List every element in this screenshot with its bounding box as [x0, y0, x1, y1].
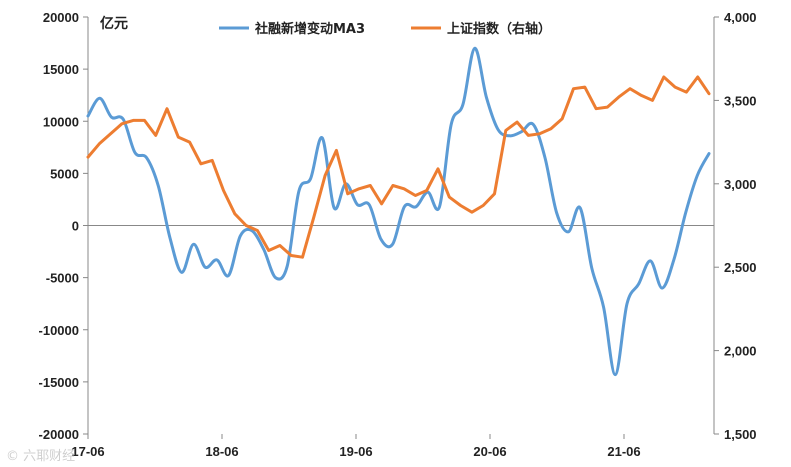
legend-label-orange: 上证指数（右轴）: [447, 21, 551, 37]
right-tick-label: 2,000: [724, 344, 757, 359]
left-tick-label: -15000: [39, 375, 79, 390]
legend: 社融新增变动MA3 上证指数（右轴）: [219, 21, 551, 37]
x-tick-label: 18-06: [205, 444, 238, 459]
x-tick-label: 19-06: [339, 444, 372, 459]
legend-label-blue: 社融新增变动MA3: [254, 21, 365, 37]
right-tick-label: 1,500: [724, 427, 757, 442]
left-tick-label: 20000: [43, 10, 79, 25]
watermark: © 六耶财经: [6, 449, 75, 464]
series-line-shanghai-index: [86, 75, 711, 259]
x-tick-label: 17-06: [71, 444, 104, 459]
unit-label: 亿元: [100, 15, 128, 32]
left-tick-label: -5000: [46, 271, 79, 286]
right-tick-label: 3,000: [724, 177, 757, 192]
left-tick-label: -10000: [39, 323, 79, 338]
left-tick-label: -20000: [39, 427, 79, 442]
series-layer: [86, 46, 711, 377]
left-tick-label: 15000: [43, 62, 79, 77]
x-tick-label: 20-06: [473, 444, 506, 459]
right-tick-label: 2,500: [724, 260, 757, 275]
right-tick-label: 3,500: [724, 93, 757, 108]
axes: 20000 15000 10000 5000 0 -5000 -10000 -15000 -20…: [39, 10, 757, 459]
series-line-social-financing: [86, 46, 711, 377]
left-tick-label: 0: [72, 219, 79, 234]
right-tick-label: 4,000: [724, 10, 757, 25]
left-tick-label: 5000: [50, 166, 79, 181]
x-tick-label: 21-06: [607, 444, 640, 459]
left-tick-label: 10000: [43, 114, 79, 129]
